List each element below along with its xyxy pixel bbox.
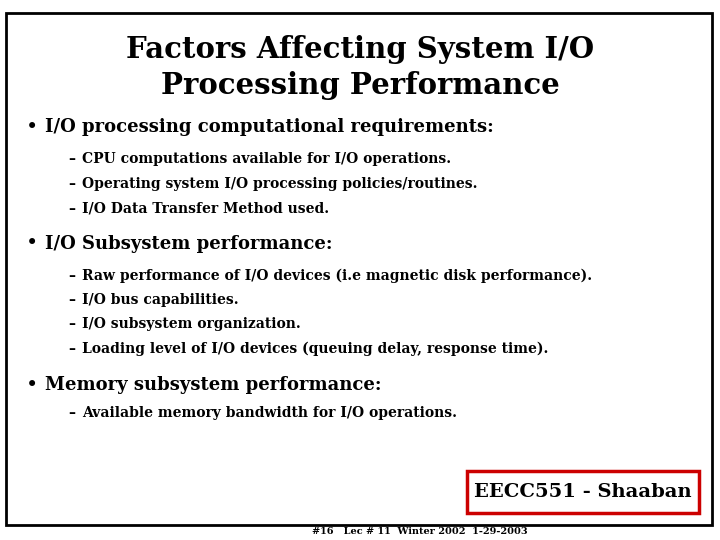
Text: Loading level of I/O devices (queuing delay, response time).: Loading level of I/O devices (queuing de… xyxy=(82,342,549,356)
Text: •: • xyxy=(26,118,38,137)
Text: I/O processing computational requirements:: I/O processing computational requirement… xyxy=(45,118,494,136)
Text: EECC551 - Shaaban: EECC551 - Shaaban xyxy=(474,483,692,501)
Text: CPU computations available for I/O operations.: CPU computations available for I/O opera… xyxy=(82,152,451,166)
Text: –: – xyxy=(68,406,76,420)
Text: Operating system I/O processing policies/routines.: Operating system I/O processing policies… xyxy=(82,177,477,191)
Text: I/O bus capabilities.: I/O bus capabilities. xyxy=(82,293,238,307)
Text: –: – xyxy=(68,342,76,356)
Text: Raw performance of I/O devices (i.e magnetic disk performance).: Raw performance of I/O devices (i.e magn… xyxy=(82,269,592,283)
Text: –: – xyxy=(68,177,76,191)
Text: I/O subsystem organization.: I/O subsystem organization. xyxy=(82,317,301,331)
Text: #16   Lec # 11  Winter 2002  1-29-2003: #16 Lec # 11 Winter 2002 1-29-2003 xyxy=(312,528,528,537)
Text: •: • xyxy=(26,375,38,395)
Text: Available memory bandwidth for I/O operations.: Available memory bandwidth for I/O opera… xyxy=(82,406,457,420)
Text: •: • xyxy=(26,234,38,253)
Text: Factors Affecting System I/O: Factors Affecting System I/O xyxy=(126,36,594,64)
Text: I/O Data Transfer Method used.: I/O Data Transfer Method used. xyxy=(82,202,329,216)
Text: Processing Performance: Processing Performance xyxy=(161,71,559,99)
FancyBboxPatch shape xyxy=(467,471,699,513)
Text: I/O Subsystem performance:: I/O Subsystem performance: xyxy=(45,235,333,253)
Text: –: – xyxy=(68,317,76,331)
Text: –: – xyxy=(68,269,76,283)
Text: Memory subsystem performance:: Memory subsystem performance: xyxy=(45,376,382,394)
Text: –: – xyxy=(68,202,76,216)
Text: –: – xyxy=(68,152,76,166)
Text: –: – xyxy=(68,293,76,307)
